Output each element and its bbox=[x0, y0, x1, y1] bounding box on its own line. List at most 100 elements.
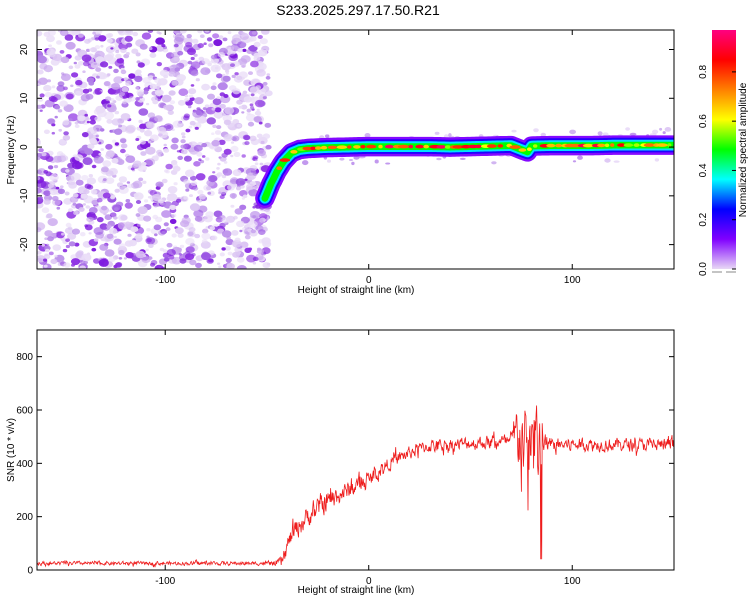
noise-blob bbox=[62, 120, 70, 126]
ridge-hotspot bbox=[347, 145, 352, 149]
noise-blob bbox=[153, 224, 162, 231]
noise-blob bbox=[103, 212, 107, 216]
noise-blob bbox=[75, 179, 84, 186]
noise-blob bbox=[216, 73, 223, 79]
noise-blob bbox=[114, 110, 120, 115]
noise-blob bbox=[153, 203, 159, 208]
noise-blob bbox=[41, 207, 50, 214]
noise-blob bbox=[37, 227, 42, 233]
snr-panel: -100 0 100 0 200 400 600 800 Height of straight… bbox=[6, 329, 675, 596]
noise-blob bbox=[242, 134, 250, 141]
noise-blob bbox=[121, 86, 129, 93]
ridge-hotspot bbox=[444, 145, 452, 149]
noise-blob bbox=[156, 149, 163, 155]
snr-series bbox=[37, 405, 674, 568]
noise-blob bbox=[94, 89, 102, 95]
noise-blob bbox=[223, 94, 229, 98]
noise-blob bbox=[125, 252, 134, 259]
noise-blob bbox=[192, 64, 197, 68]
noise-blob bbox=[90, 189, 98, 195]
noise-blob bbox=[208, 43, 214, 48]
noise-blob bbox=[230, 145, 239, 152]
noise-blob bbox=[135, 97, 140, 101]
noise-blob bbox=[252, 261, 257, 265]
noise-blob bbox=[242, 194, 248, 199]
noise-blob bbox=[171, 80, 179, 86]
noise-blob bbox=[185, 238, 195, 246]
noise-blob bbox=[176, 74, 186, 82]
noise-blob bbox=[188, 88, 197, 95]
noise-blob bbox=[218, 35, 224, 40]
noise-blob bbox=[99, 243, 109, 251]
noise-blob bbox=[52, 244, 62, 251]
noise-blob bbox=[101, 166, 109, 173]
noise-blob bbox=[188, 142, 193, 146]
noise-blob bbox=[111, 82, 121, 90]
ridge-halo bbox=[662, 131, 666, 135]
noise-blob bbox=[241, 32, 246, 36]
noise-blob bbox=[211, 139, 220, 147]
noise-blob bbox=[106, 224, 112, 229]
ridge-hotspot bbox=[276, 166, 283, 170]
noise-blob bbox=[177, 99, 186, 106]
noise-blob bbox=[120, 113, 131, 121]
noise-blob bbox=[196, 197, 200, 201]
noise-blob bbox=[248, 247, 253, 251]
noise-blob bbox=[236, 123, 242, 128]
noise-blob bbox=[38, 148, 44, 153]
snr-frame bbox=[36, 329, 675, 571]
noise-blob bbox=[250, 93, 255, 97]
noise-blob bbox=[43, 129, 50, 135]
noise-blob bbox=[256, 248, 264, 255]
noise-blob bbox=[106, 119, 113, 124]
noise-blob bbox=[223, 161, 228, 164]
noise-blob bbox=[252, 205, 256, 209]
noise-blob bbox=[143, 90, 149, 95]
noise-blob bbox=[163, 257, 170, 262]
noise-blob bbox=[238, 105, 243, 109]
ridge-hotspot bbox=[336, 145, 348, 149]
noise-blob bbox=[52, 195, 59, 202]
noise-blob bbox=[124, 80, 132, 86]
noise-blob bbox=[43, 190, 51, 197]
noise-blob bbox=[59, 30, 69, 37]
noise-blob bbox=[117, 221, 128, 230]
noise-blob bbox=[105, 143, 113, 150]
noise-blob bbox=[113, 264, 118, 269]
noise-blob bbox=[135, 52, 141, 57]
noise-blob bbox=[85, 117, 90, 121]
noise-blob bbox=[261, 30, 270, 35]
noise-blob bbox=[118, 243, 126, 249]
y-tick-label: -10 bbox=[19, 188, 30, 203]
noise-blob bbox=[176, 150, 180, 153]
noise-blob bbox=[190, 56, 195, 61]
noise-blob bbox=[241, 111, 245, 114]
noise-blob bbox=[154, 115, 163, 122]
noise-blob bbox=[163, 148, 170, 153]
noise-blob bbox=[243, 228, 252, 236]
ridge-hotspot bbox=[279, 158, 291, 162]
noise-blob bbox=[148, 140, 152, 144]
noise-blob bbox=[74, 64, 81, 69]
noise-blob bbox=[266, 73, 271, 76]
noise-blob bbox=[84, 113, 88, 117]
noise-blob bbox=[223, 119, 231, 126]
noise-blob bbox=[47, 165, 54, 170]
noise-blob bbox=[146, 102, 150, 106]
noise-blob bbox=[86, 120, 90, 124]
noise-blob bbox=[37, 30, 43, 37]
ridge-halo bbox=[540, 132, 546, 137]
noise-blob bbox=[50, 96, 58, 103]
noise-blob bbox=[190, 175, 197, 181]
noise-blob bbox=[221, 247, 226, 251]
noise-blob bbox=[247, 220, 258, 229]
y-tick-label: 0 bbox=[19, 144, 30, 150]
noise-blob bbox=[161, 178, 168, 184]
noise-blob bbox=[147, 112, 156, 119]
noise-blob bbox=[47, 118, 56, 125]
noise-blob bbox=[88, 134, 94, 139]
noise-blob bbox=[248, 71, 253, 75]
noise-blob bbox=[132, 31, 139, 37]
noise-blob bbox=[259, 162, 264, 166]
y-tick-label: -20 bbox=[19, 237, 30, 252]
